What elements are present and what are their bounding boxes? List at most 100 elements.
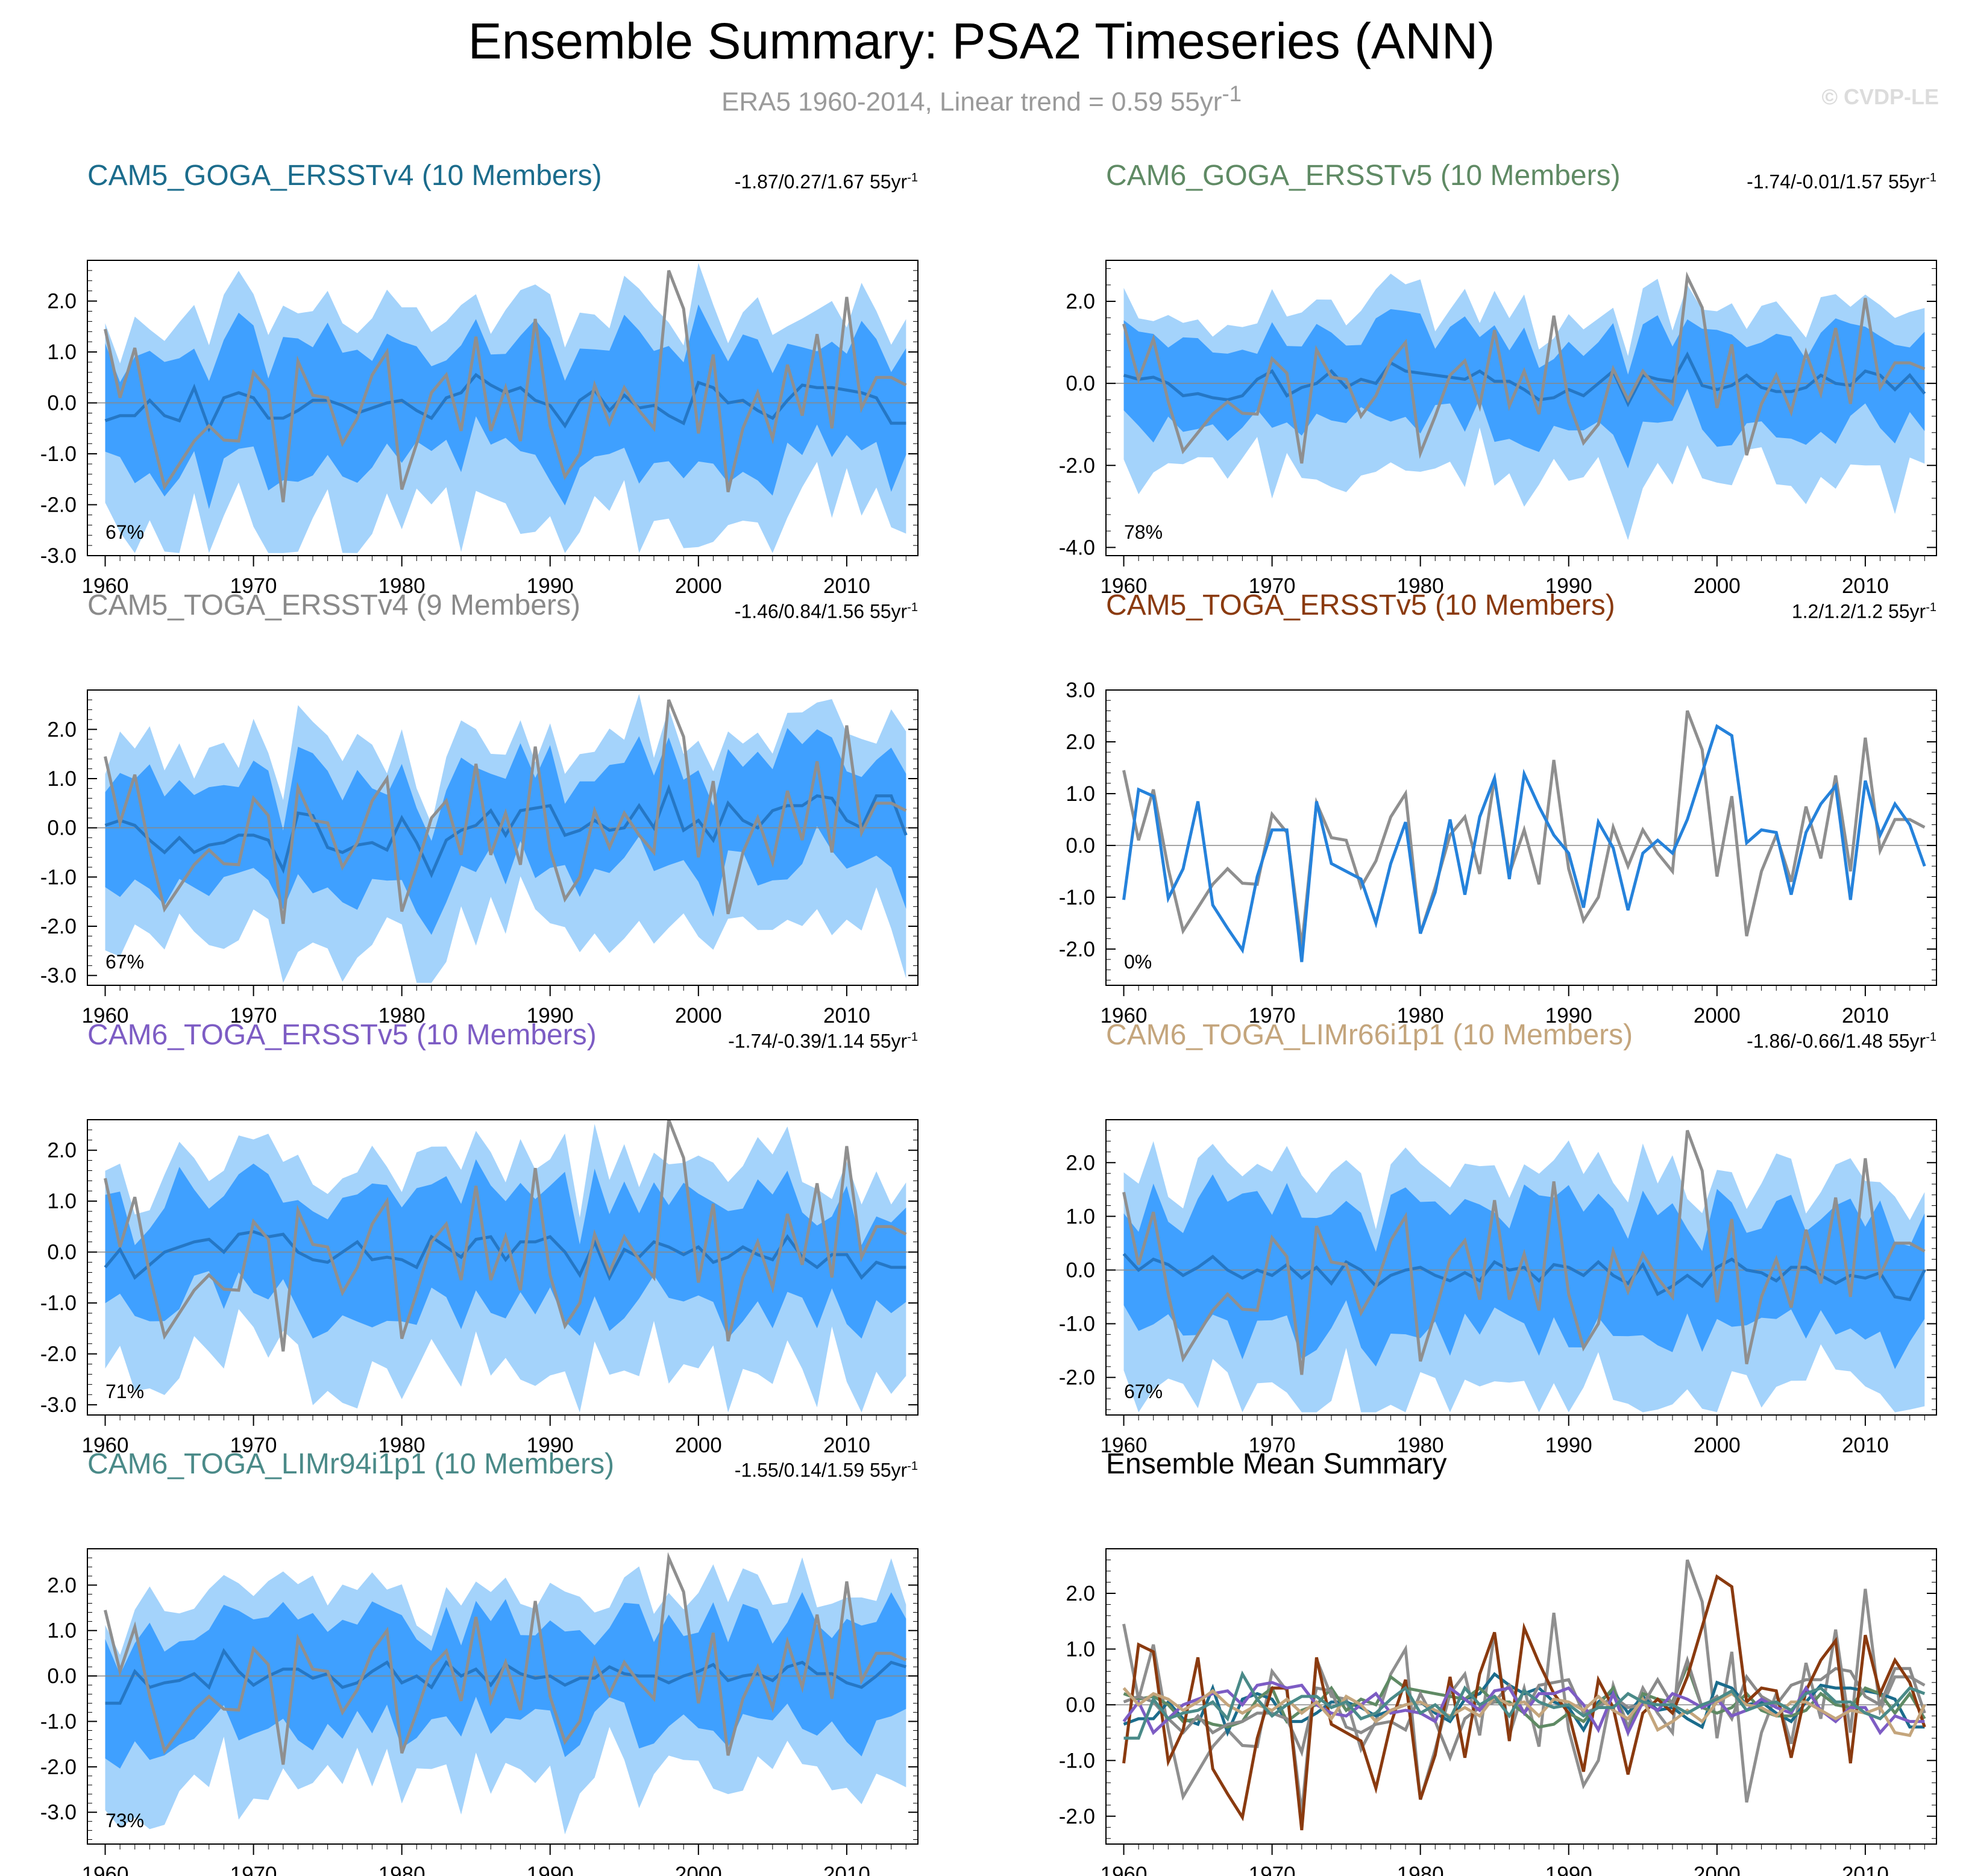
x-tick-label: 1960 xyxy=(1101,574,1148,598)
panel-title: CAM6_GOGA_ERSSTv5 (10 Members) xyxy=(1106,160,1621,192)
x-tick-label: 1980 xyxy=(1397,1004,1444,1027)
ensemble-mean-line xyxy=(1122,1253,1926,1302)
y-tick-label: -2.0 xyxy=(1059,1366,1095,1390)
panel-range-superscript: -1 xyxy=(1926,1031,1936,1044)
ensemble-mean-line xyxy=(1122,1687,1926,1737)
y-tick-label: 1.0 xyxy=(47,340,77,364)
chart-panel: CAM6_TOGA_LIMr94i1p1 (10 Members) -1.55/0… xyxy=(0,1446,928,1876)
x-tick-label: 1980 xyxy=(378,1434,426,1457)
y-tick-label: 0.0 xyxy=(1066,1693,1095,1717)
x-tick-label: 1970 xyxy=(230,1004,277,1027)
y-tick-label: 0.0 xyxy=(47,1664,77,1688)
x-tick-label: 2000 xyxy=(675,574,722,598)
x-tick-label: 1960 xyxy=(1101,1434,1148,1457)
x-tick-label: 1960 xyxy=(82,1004,129,1027)
plot-frame xyxy=(87,260,919,556)
panel-range-superscript: -1 xyxy=(907,1460,918,1473)
y-tick-label: 0.0 xyxy=(47,392,77,415)
x-tick-label: 1960 xyxy=(1101,1863,1148,1876)
y-tick-label: 2.0 xyxy=(47,290,77,313)
x-tick-label: 2010 xyxy=(1842,1434,1889,1457)
x-tick-label: 1980 xyxy=(1397,1434,1444,1457)
percent-label: 67% xyxy=(105,951,144,973)
panel-range: -1.86/-0.66/1.48 55yr-1 xyxy=(1747,1030,1936,1052)
chart-panel: CAM6_GOGA_ERSSTv5 (10 Members) -1.74/-0.0… xyxy=(1019,158,1947,598)
x-tick-label: 1970 xyxy=(1249,1004,1296,1027)
main-title: Ensemble Summary: PSA2 Timeseries (ANN) xyxy=(468,13,1495,69)
plot-frame xyxy=(1105,1548,1937,1845)
plot-frame xyxy=(87,1548,919,1845)
x-tick-label: 1990 xyxy=(527,574,574,598)
y-tick-label: -1.0 xyxy=(40,1291,77,1315)
observed-line xyxy=(104,699,907,924)
panel-range: -1.74/-0.39/1.14 55yr-1 xyxy=(728,1030,918,1052)
x-tick-label: 1960 xyxy=(82,1863,129,1876)
x-tick-label: 1960 xyxy=(1101,1004,1148,1027)
y-tick-label: -1.0 xyxy=(1059,1313,1095,1336)
y-tick-label: 2.0 xyxy=(1066,730,1095,754)
plot-frame xyxy=(1105,260,1937,556)
y-tick-label: 0.0 xyxy=(1066,1258,1095,1282)
summary-title: Ensemble Mean Summary xyxy=(1106,1448,1447,1480)
y-tick-label: 1.0 xyxy=(1066,1637,1095,1661)
observed-line xyxy=(1122,1559,1926,1814)
x-tick-label: 1970 xyxy=(1249,1434,1296,1457)
plot-frame xyxy=(1105,1119,1937,1416)
panel-range: -1.87/0.27/1.67 55yr-1 xyxy=(734,171,918,193)
x-tick-label: 1960 xyxy=(82,574,129,598)
percent-label: 0% xyxy=(1124,951,1152,973)
y-tick-label: 0.0 xyxy=(47,817,77,840)
x-tick-label: 2010 xyxy=(1842,574,1889,598)
spread-band-inner xyxy=(105,1159,906,1339)
panel-range-superscript: -1 xyxy=(907,171,918,184)
y-tick-label: -1.0 xyxy=(1059,1749,1095,1772)
y-tick-label: -2.0 xyxy=(1059,938,1095,961)
y-tick-label: 2.0 xyxy=(47,1139,77,1162)
y-tick-label: -2.0 xyxy=(1059,1805,1095,1828)
y-tick-label: -2.0 xyxy=(1059,454,1095,477)
chart-svg: -4.0 -2.0 0.0 2.0 1960 1970 1980 1990 2000 2010 78… xyxy=(1059,260,1937,598)
x-tick-label: 1990 xyxy=(1545,1863,1592,1876)
chart-svg: -3.0 -2.0 -1.0 0.0 1.0 2.0 1960 1970 1980 1990 200… xyxy=(40,260,919,598)
chart-panel: CAM6_TOGA_LIMr66i1p1 (10 Members) -1.86/-… xyxy=(1019,1017,1947,1457)
observed-line xyxy=(104,1119,907,1352)
y-tick-label: 1.0 xyxy=(47,1190,77,1213)
panel-title: CAM5_TOGA_ERSSTv4 (9 Members) xyxy=(87,589,580,621)
x-tick-label: 2000 xyxy=(1694,1434,1741,1457)
panel-range-superscript: -1 xyxy=(907,1031,918,1044)
x-tick-label: 1990 xyxy=(1545,574,1592,598)
x-tick-label: 1990 xyxy=(1545,1004,1592,1027)
ensemble-mean-line xyxy=(1122,1681,1925,1737)
ensemble-mean-line xyxy=(1122,724,1926,962)
ensemble-mean-line xyxy=(1123,351,1926,407)
panel-range-superscript: -1 xyxy=(1926,601,1936,614)
y-tick-label: 2.0 xyxy=(1066,1151,1095,1175)
chart-panel: CAM5_TOGA_ERSSTv5 (10 Members) 1.2/1.2/1.… xyxy=(1019,588,1947,1027)
y-tick-label: -3.0 xyxy=(40,544,77,568)
panel-title: CAM5_TOGA_ERSSTv5 (10 Members) xyxy=(1106,589,1615,621)
panel-range-superscript: -1 xyxy=(907,601,918,614)
percent-label: 67% xyxy=(105,521,144,543)
y-tick-label: -2.0 xyxy=(40,915,77,938)
y-tick-label: 0.0 xyxy=(1066,372,1095,395)
x-tick-label: 1980 xyxy=(378,1004,426,1027)
chart-panel: CAM5_GOGA_ERSSTv4 (10 Members) -1.87/0.27… xyxy=(0,158,928,598)
y-tick-label: 1.0 xyxy=(1066,782,1095,806)
y-tick-label: 1.0 xyxy=(47,1619,77,1643)
x-tick-label: 1970 xyxy=(230,1863,277,1876)
x-tick-label: 2000 xyxy=(1694,574,1741,598)
y-tick-label: -1.0 xyxy=(1059,886,1095,909)
subtitle-superscript: -1 xyxy=(1222,81,1242,106)
panel-title: CAM6_TOGA_ERSSTv5 (10 Members) xyxy=(87,1019,597,1051)
y-tick-label: -1.0 xyxy=(40,865,77,889)
observed-line xyxy=(1122,271,1926,464)
y-tick-label: 2.0 xyxy=(47,1573,77,1597)
y-tick-label: -1.0 xyxy=(40,442,77,466)
y-tick-label: 0.0 xyxy=(47,1241,77,1264)
x-tick-label: 1990 xyxy=(527,1434,574,1457)
x-tick-label: 2010 xyxy=(823,1434,870,1457)
x-tick-label: 2000 xyxy=(675,1863,722,1876)
plot-frame xyxy=(87,1119,919,1416)
x-tick-label: 1970 xyxy=(230,574,277,598)
x-tick-label: 2000 xyxy=(675,1004,722,1027)
